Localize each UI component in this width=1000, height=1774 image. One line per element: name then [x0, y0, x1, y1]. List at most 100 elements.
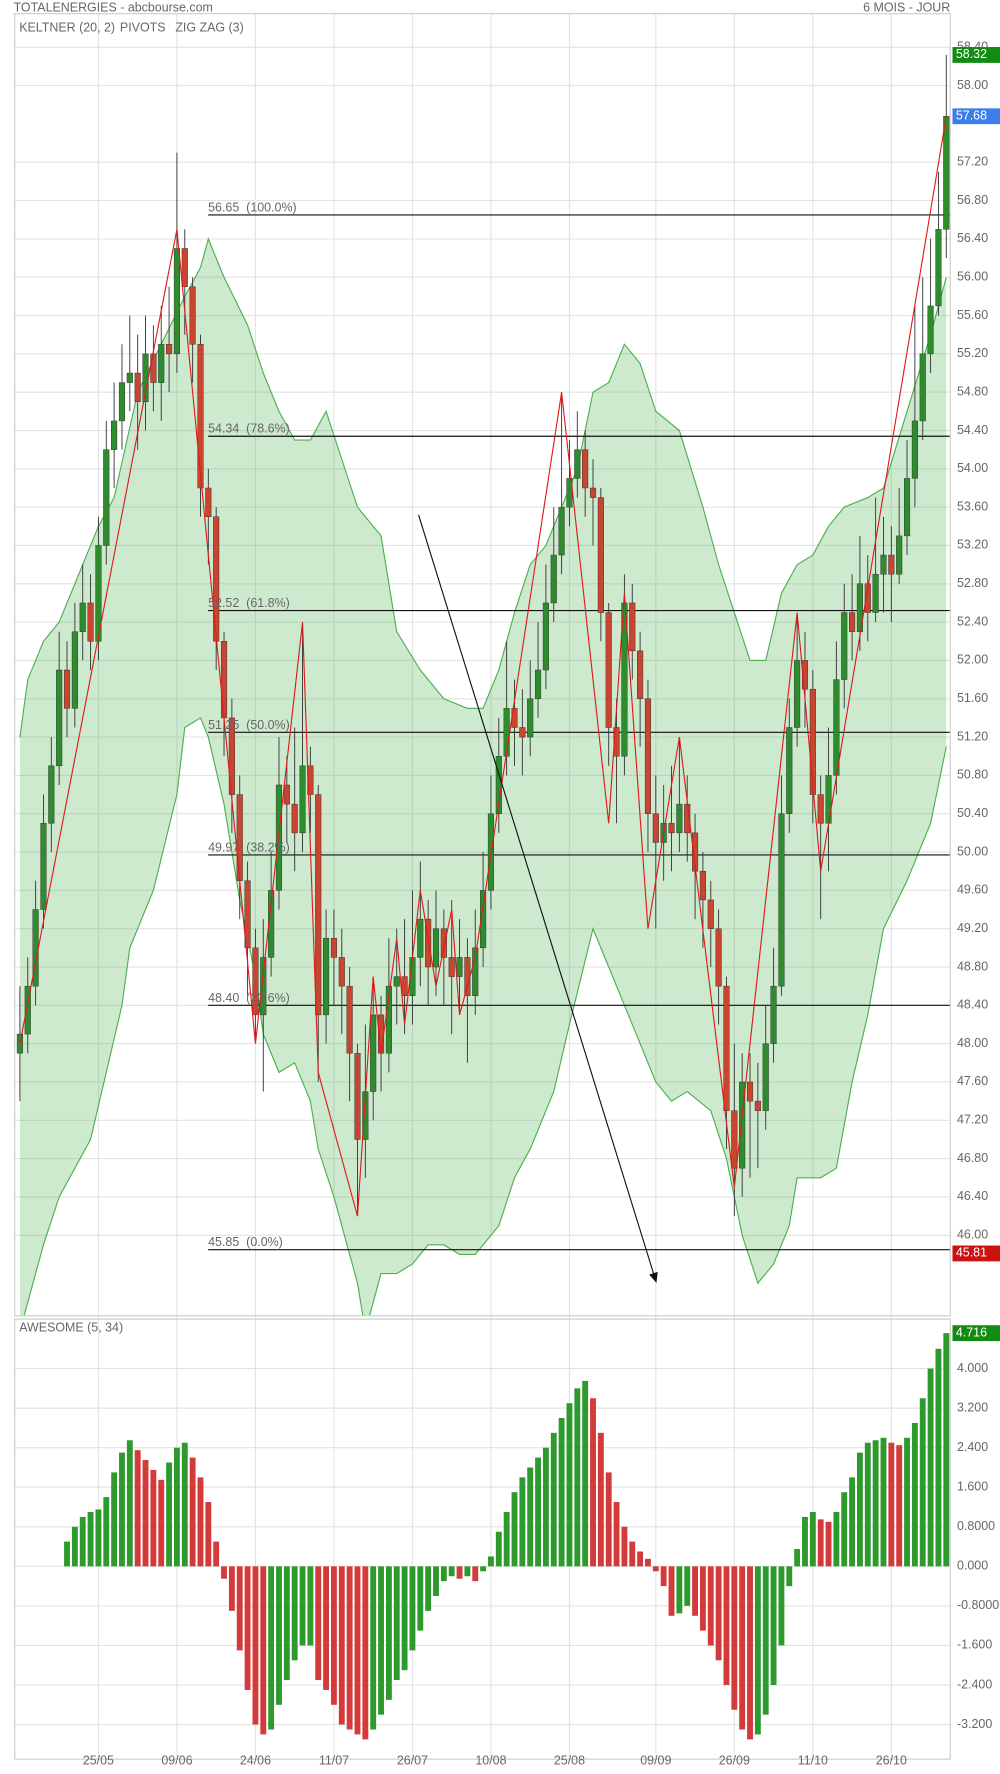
candle-body [346, 985, 353, 1054]
candle-body [63, 669, 71, 709]
ao-bar [488, 1556, 494, 1567]
candle-body [817, 794, 824, 824]
candle-body [440, 928, 447, 958]
candle-body [111, 420, 118, 450]
candle-body [464, 957, 471, 996]
ao-bar [582, 1380, 589, 1567]
y-tick-label: 56.00 [957, 269, 988, 283]
y-tick-label: 55.60 [957, 308, 988, 322]
ao-bar [464, 1566, 471, 1577]
candle-body [40, 823, 47, 910]
ao-bar [150, 1469, 157, 1567]
ao-bar [189, 1457, 196, 1567]
ao-bar [236, 1566, 243, 1651]
candle-body [692, 832, 699, 872]
ao-bar [158, 1479, 165, 1567]
ao-bar [786, 1566, 793, 1587]
candle-body [425, 918, 432, 968]
candle-body [370, 1014, 377, 1092]
candle-body [809, 688, 816, 795]
ao-bar [95, 1509, 102, 1567]
ao-bar [362, 1566, 369, 1740]
y-tick-label: 46.40 [957, 1189, 988, 1203]
y-tick-label: 0.8000 [957, 1519, 995, 1533]
candle-body [87, 602, 94, 642]
legend-pivots: PIVOTS [120, 21, 166, 35]
ao-bar [770, 1566, 777, 1686]
ao-bar [841, 1492, 848, 1567]
ao-bar [244, 1566, 251, 1690]
candle-body [911, 420, 918, 479]
y-tick-label: 47.20 [957, 1113, 988, 1127]
ao-bar [597, 1432, 604, 1567]
candle-body [299, 765, 306, 834]
ao-bar [354, 1566, 361, 1735]
ao-bar [825, 1521, 832, 1567]
ao-bar [621, 1526, 628, 1567]
candle-body [723, 985, 730, 1111]
ao-bar [637, 1551, 644, 1567]
ao-bar [739, 1566, 746, 1730]
y-tick-label: 51.60 [957, 691, 988, 705]
y-tick-label: 53.60 [957, 499, 988, 513]
trend-arrow [418, 514, 658, 1283]
ao-bar [64, 1541, 70, 1567]
y-tick-label: 49.60 [957, 883, 988, 897]
candle-body [291, 803, 298, 834]
candle-body [244, 880, 251, 949]
ao-bar [283, 1566, 290, 1681]
low-badge: 45.81 [956, 1246, 987, 1260]
x-tick-label: 11/10 [798, 1754, 828, 1768]
ao-bar [173, 1447, 180, 1567]
candle-body [833, 679, 840, 776]
candle-body [432, 928, 440, 968]
ao-bar [252, 1566, 259, 1725]
candle-body [778, 813, 785, 987]
ao-bar [707, 1566, 714, 1646]
x-tick-label: 24/06 [240, 1754, 271, 1768]
keltner-lower [23, 717, 947, 1316]
ao-bar [872, 1440, 879, 1567]
candle-body [935, 229, 942, 307]
ao-bar [79, 1516, 86, 1567]
candle-body [746, 1081, 754, 1102]
y-tick-label: 1.600 [957, 1480, 988, 1494]
ao-plot [64, 1333, 950, 1740]
ao-bar [519, 1477, 526, 1567]
ao-bar [660, 1566, 667, 1587]
ao-bar [370, 1566, 377, 1730]
candle-body [456, 957, 463, 977]
ao-bar [495, 1531, 502, 1567]
candle-body [236, 794, 243, 882]
ao-bar [731, 1566, 738, 1710]
ao-bar [880, 1437, 887, 1567]
ao-bar [645, 1558, 651, 1567]
y-tick-label: 0.000 [957, 1559, 988, 1573]
candle-body [597, 497, 604, 613]
candle-body [103, 449, 110, 546]
ao-bar [629, 1541, 636, 1567]
ao-bar [425, 1566, 432, 1611]
ao-bar [864, 1442, 871, 1567]
y-tick-label: 46.80 [957, 1151, 988, 1165]
candle-body [448, 957, 455, 977]
high-badge: 58.32 [956, 47, 987, 61]
candle-body [134, 372, 141, 402]
candle-body [220, 641, 228, 719]
ao-bar [197, 1477, 204, 1567]
candle-body [770, 985, 777, 1044]
candle-body [519, 727, 526, 738]
ao-bar [692, 1566, 699, 1616]
x-tick-label: 26/07 [397, 1754, 428, 1768]
price-frame [14, 13, 951, 1317]
y-tick-label: 58.00 [957, 78, 988, 92]
ao-bar [817, 1519, 824, 1567]
high-badge-bg [952, 47, 1000, 63]
ao-bar [613, 1502, 620, 1567]
close-badge: 57.68 [956, 109, 987, 123]
ao-bar [401, 1566, 408, 1671]
candle-body [825, 775, 832, 824]
candle-body [480, 890, 487, 949]
ao-bar [535, 1457, 541, 1567]
candle-body [707, 899, 714, 929]
